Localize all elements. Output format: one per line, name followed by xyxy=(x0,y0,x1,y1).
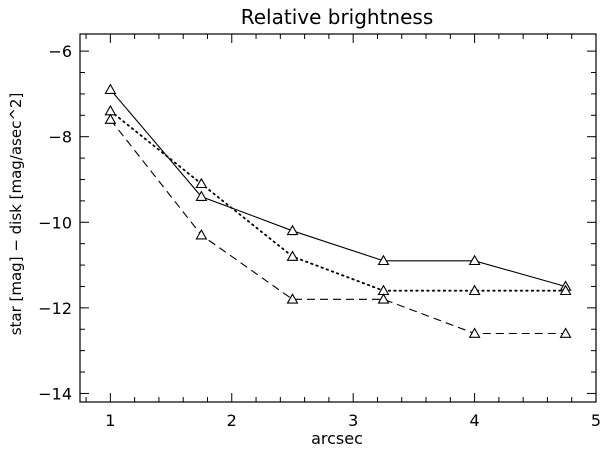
series-3-point xyxy=(377,293,390,304)
series-2-point xyxy=(468,284,481,296)
chart-title: Relative brightness xyxy=(241,5,434,29)
x-tick-label: 3 xyxy=(348,411,358,430)
series-line-2 xyxy=(109,110,567,292)
series-1-point xyxy=(195,190,208,201)
series-3-point xyxy=(559,327,572,338)
series-3-point xyxy=(104,113,117,124)
axes: 1 2 3 4 5 −14 −12 −10 −8 −6 xyxy=(38,34,601,430)
series-1-point xyxy=(104,83,117,94)
y-tick-label: −8 xyxy=(48,128,72,147)
x-tick-label: 2 xyxy=(227,411,237,430)
series-2-point xyxy=(104,104,117,116)
series-2-point xyxy=(559,284,572,296)
series-3-point xyxy=(286,293,299,304)
series-1-point xyxy=(286,224,299,236)
series-3-point xyxy=(195,228,208,240)
series-line-3 xyxy=(109,119,566,335)
x-tick-label: 5 xyxy=(591,411,601,430)
x-tick-label: 4 xyxy=(469,411,479,430)
series-layer xyxy=(104,83,572,338)
y-tick-label: −14 xyxy=(38,384,72,403)
plot-frame xyxy=(79,33,597,403)
series-1-point xyxy=(377,254,390,266)
y-axis-label: star [mag] − disk [mag/asec^2] xyxy=(7,93,25,336)
series-2-point xyxy=(195,177,208,189)
series-2-point xyxy=(286,250,299,261)
series-3-point xyxy=(468,327,481,338)
series-2-point xyxy=(377,284,390,296)
x-tick-label: 1 xyxy=(105,411,115,430)
series-line-1 xyxy=(109,89,566,288)
x-axis-label: arcsec xyxy=(311,429,363,448)
series-1-point xyxy=(468,254,481,266)
y-tick-label: −10 xyxy=(38,213,72,232)
y-tick-label: −12 xyxy=(38,299,72,318)
y-tick-label: −6 xyxy=(48,42,72,61)
